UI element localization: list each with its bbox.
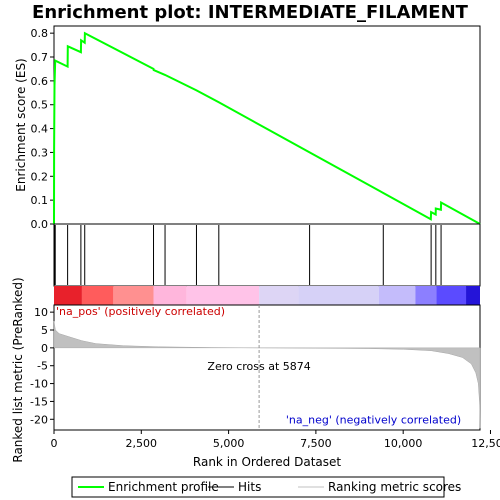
legend-label: Ranking metric scores	[328, 480, 461, 494]
zero-cross-label: Zero cross at 5874	[207, 360, 310, 373]
heatmap-segment	[187, 286, 259, 305]
metric-y-tick-label: -5	[37, 360, 48, 373]
heatmap-segment	[415, 286, 436, 305]
heatmap-segment	[113, 286, 153, 305]
legend-label: Enrichment profile	[108, 480, 219, 494]
es-y-tick-label: 0.0	[31, 218, 49, 231]
enrichment-plot-area	[54, 26, 480, 224]
negative-correlation-label: 'na_neg' (negatively correlated)	[286, 414, 461, 427]
es-y-tick-label: 0.5	[31, 99, 49, 112]
chart-title: Enrichment plot: INTERMEDIATE_FILAMENT	[32, 2, 469, 23]
es-y-axis-ticks: 0.0 0.1 0.2 0.3 0.4 0.5 0.6 0.7 0.8	[31, 27, 55, 231]
metric-panel: 10 5 0 -5 -10 -15 -20 'na_pos' (positively cor…	[11, 277, 480, 462]
metric-y-tick-label: 0	[41, 342, 48, 355]
heatmap-segment	[466, 286, 480, 305]
es-y-tick-label: 0.2	[31, 170, 49, 183]
heatmap-segment	[154, 286, 187, 305]
positive-correlation-label: 'na_pos' (positively correlated)	[56, 305, 225, 318]
es-ylabel: Enrichment score (ES)	[14, 58, 28, 191]
es-y-tick-label: 0.3	[31, 146, 49, 159]
heatmap-segment	[54, 286, 82, 305]
es-y-tick-label: 0.4	[31, 123, 49, 136]
es-y-tick-label: 0.8	[31, 27, 49, 40]
x-tick-label: 0	[51, 437, 58, 450]
hits-panel	[54, 224, 480, 286]
x-tick-label: 10,000	[384, 437, 423, 450]
es-y-tick-label: 0.7	[31, 51, 49, 64]
metric-y-tick-label: 5	[41, 324, 48, 337]
heatmap-segment	[379, 286, 416, 305]
heatmap-segment	[259, 286, 298, 305]
heatmap-segment	[82, 286, 113, 305]
metric-y-tick-label: -15	[30, 395, 48, 408]
x-tick-label: 12,500	[471, 437, 500, 450]
legend: Enrichment profile Hits Ranking metric sco…	[72, 477, 461, 497]
x-tick-label: 5,000	[213, 437, 245, 450]
legend-label: Hits	[238, 480, 261, 494]
x-tick-label: 2,500	[126, 437, 158, 450]
es-y-tick-label: 0.6	[31, 75, 49, 88]
metric-y-axis-ticks: 10 5 0 -5 -10 -15 -20	[30, 306, 54, 426]
metric-y-tick-label: -10	[30, 378, 48, 391]
ranking-heatmap-bar	[54, 286, 480, 305]
metric-y-tick-label: -20	[30, 413, 48, 426]
x-axis-ticks: 0 2,500 5,000 7,500 10,000 12,500	[51, 430, 500, 450]
x-axis-label: Rank in Ordered Dataset	[193, 455, 341, 469]
es-y-tick-label: 0.1	[31, 194, 49, 207]
hits-plot-area	[54, 224, 480, 286]
x-tick-label: 7,500	[300, 437, 332, 450]
heatmap-segment	[436, 286, 466, 305]
metric-ylabel: Ranked list metric (PreRanked)	[11, 277, 25, 462]
heatmap-segment	[298, 286, 378, 305]
enrichment-panel: 0.0 0.1 0.2 0.3 0.4 0.5 0.6 0.7 0.8 Enrichment s…	[14, 26, 480, 231]
metric-y-tick-label: 10	[34, 306, 48, 319]
